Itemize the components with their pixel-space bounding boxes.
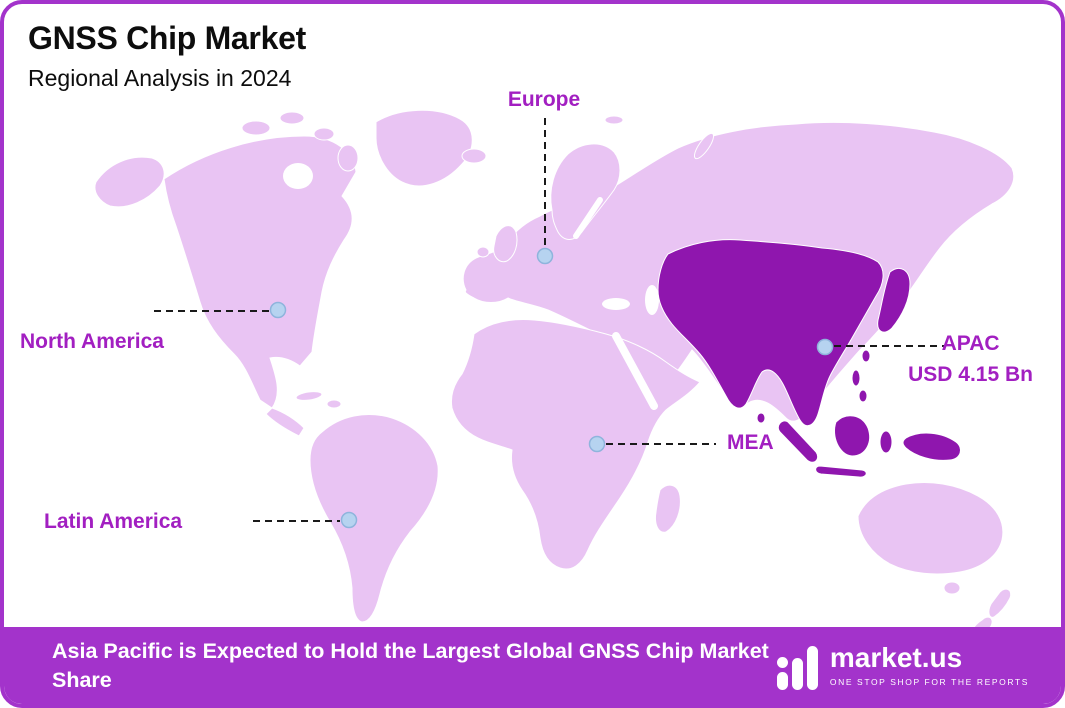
arctic-island bbox=[279, 111, 305, 125]
new-zealand-north bbox=[988, 588, 1012, 618]
tasmania bbox=[943, 581, 961, 595]
borneo bbox=[834, 415, 871, 457]
header: GNSS Chip Market Regional Analysis in 20… bbox=[28, 20, 306, 92]
australia bbox=[857, 482, 1004, 575]
continent-south-america bbox=[309, 414, 439, 623]
new-guinea bbox=[902, 432, 962, 461]
page-subtitle: Regional Analysis in 2024 bbox=[28, 65, 292, 91]
arctic-island bbox=[241, 120, 271, 136]
marketus-logo-icon bbox=[776, 642, 818, 690]
japan bbox=[877, 268, 911, 333]
region-label-latin-america: Latin America bbox=[44, 510, 183, 533]
scandinavia bbox=[550, 143, 621, 240]
cuba bbox=[295, 391, 323, 401]
baffin-island bbox=[337, 144, 359, 172]
united-kingdom bbox=[493, 225, 518, 263]
region-value-apac: USD 4.15 Bn bbox=[908, 363, 1033, 386]
footer-banner: Asia Pacific is Expected to Hold the Lar… bbox=[4, 627, 1061, 704]
mea-marker bbox=[588, 435, 606, 453]
philippines-south bbox=[858, 389, 868, 403]
arctic-island bbox=[313, 127, 335, 141]
sumatra bbox=[777, 420, 819, 463]
greenland bbox=[375, 109, 473, 187]
footer-headline: Asia Pacific is Expected to Hold the Lar… bbox=[52, 639, 769, 692]
europe-marker bbox=[536, 247, 554, 265]
madagascar bbox=[655, 484, 681, 533]
region-label-europe: Europe bbox=[507, 88, 581, 111]
logo-bar-tall bbox=[806, 645, 818, 690]
black-sea bbox=[602, 298, 630, 310]
latin-america-marker bbox=[340, 511, 358, 529]
region-label-north-america: North America bbox=[20, 330, 164, 353]
region-shape-apac bbox=[657, 239, 884, 427]
brand-name: market.us bbox=[829, 642, 963, 673]
hudson-bay bbox=[283, 163, 313, 189]
region-label-apac-name: APAC bbox=[941, 332, 1000, 355]
hispaniola bbox=[326, 399, 342, 409]
novaya-zemlya bbox=[693, 132, 715, 160]
taiwan bbox=[861, 349, 871, 363]
baltic-sea bbox=[573, 197, 603, 239]
red-sea bbox=[612, 332, 658, 410]
continent-north-america bbox=[163, 135, 357, 409]
page-title: GNSS Chip Market bbox=[28, 20, 306, 56]
region-label-mea: MEA bbox=[727, 431, 774, 454]
north-america-marker bbox=[269, 301, 287, 319]
brand-text: market.us ONE STOP SHOP FOR THE REPORTS bbox=[829, 642, 1029, 688]
sri-lanka bbox=[756, 412, 766, 424]
central-america bbox=[265, 407, 305, 437]
philippines-north bbox=[851, 369, 861, 387]
logo-bar-short bbox=[776, 656, 788, 690]
apac-marker bbox=[816, 338, 834, 356]
region-alaska bbox=[94, 156, 165, 208]
ireland bbox=[476, 246, 490, 258]
svalbard bbox=[604, 115, 624, 125]
logo-bar-medium bbox=[791, 657, 803, 690]
caspian-sea bbox=[645, 285, 659, 315]
brand-tagline: ONE STOP SHOP FOR THE REPORTS bbox=[829, 677, 1029, 687]
sulawesi bbox=[879, 430, 893, 454]
brand-block: market.us ONE STOP SHOP FOR THE REPORTS bbox=[776, 642, 1029, 690]
java bbox=[815, 465, 867, 478]
world-map bbox=[94, 109, 1015, 636]
region-label-apac: APAC USD 4.15 Bn bbox=[908, 332, 1033, 387]
iceland bbox=[461, 148, 487, 164]
